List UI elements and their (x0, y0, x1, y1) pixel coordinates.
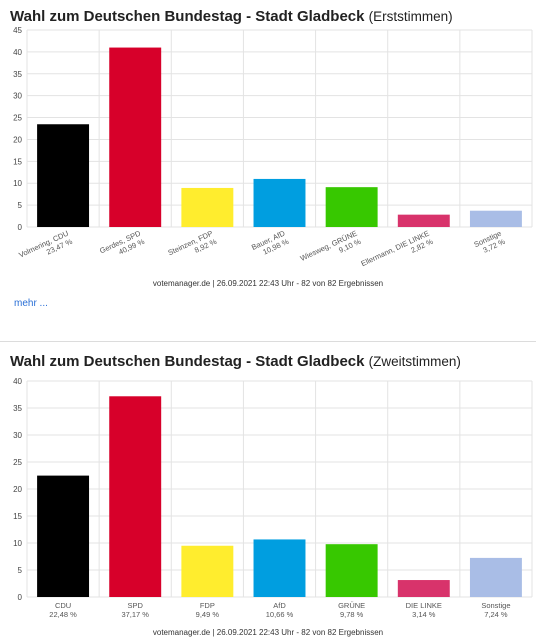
bar-volmering-cdu (37, 124, 90, 227)
value-label: 9,49 % (196, 610, 220, 619)
y-tick-label: 40 (13, 377, 22, 386)
category-label: SPD (128, 601, 144, 610)
y-tick-label: 25 (13, 114, 22, 123)
chart-title: Wahl zum Deutschen Bundestag - Stadt Gla… (10, 8, 453, 25)
y-tick-label: 0 (18, 593, 23, 602)
more-link[interactable]: mehr ... (14, 298, 48, 309)
y-tick-label: 15 (13, 512, 22, 521)
y-tick-label: 5 (18, 566, 23, 575)
value-label: 9,78 % (340, 610, 364, 619)
chart-title-subtitle: (Erststimmen) (368, 9, 453, 24)
chart-title-main: Wahl zum Deutschen Bundestag - Stadt Gla… (10, 353, 365, 370)
y-tick-label: 10 (13, 179, 22, 188)
bar-bauer-afd (253, 178, 306, 227)
y-tick-label: 20 (13, 135, 22, 144)
chart-panel-zweitstimmen: Wahl zum Deutschen Bundestag - Stadt Gla… (0, 341, 536, 641)
y-tick-label: 35 (13, 404, 22, 413)
value-label: 3,14 % (412, 610, 436, 619)
y-tick-label: 35 (13, 70, 22, 79)
y-tick-label: 0 (18, 223, 23, 232)
bar-fdp (181, 545, 234, 597)
chart-title-main: Wahl zum Deutschen Bundestag - Stadt Gla… (10, 8, 365, 25)
bar-steinzen-fdp (181, 187, 234, 227)
chart-footer: votemanager.de | 26.09.2021 22:43 Uhr - … (152, 628, 384, 637)
y-tick-label: 5 (18, 201, 23, 210)
category-label: Sonstige (481, 601, 510, 610)
y-tick-label: 30 (13, 431, 22, 440)
value-label: 7,24 % (484, 610, 508, 619)
bar-spd (109, 396, 162, 597)
category-label: GRÜNE (338, 601, 365, 610)
bar-cdu (37, 475, 90, 597)
bar-gerdes-spd (109, 47, 162, 228)
y-tick-label: 40 (13, 48, 22, 57)
bar-die-linke (397, 580, 450, 597)
chart-title: Wahl zum Deutschen Bundestag - Stadt Gla… (10, 353, 461, 370)
bar-sonstige (469, 557, 522, 597)
bar-wiesweg-grüne (325, 187, 378, 227)
chart-title-subtitle: (Zweitstimmen) (368, 354, 461, 369)
y-tick-label: 25 (13, 458, 22, 467)
category-label: CDU (55, 601, 71, 610)
y-tick-label: 15 (13, 157, 22, 166)
category-label: AfD (273, 601, 286, 610)
category-label: DIE LINKE (406, 601, 442, 610)
bar-ellermann-die-linke (397, 214, 450, 227)
value-label: 37,17 % (121, 610, 149, 619)
bar-sonstige (469, 210, 522, 227)
chart-footer: votemanager.de | 26.09.2021 22:43 Uhr - … (152, 279, 384, 288)
bar-grüne (325, 544, 378, 597)
y-tick-label: 30 (13, 92, 22, 101)
value-label: 22,48 % (49, 610, 77, 619)
chart-panel-erststimmen: Wahl zum Deutschen Bundestag - Stadt Gla… (10, 8, 533, 309)
value-label: 10,66 % (266, 610, 294, 619)
y-tick-label: 10 (13, 539, 22, 548)
category-label: FDP (200, 601, 215, 610)
y-tick-label: 45 (13, 26, 22, 35)
y-tick-label: 20 (13, 485, 22, 494)
bar-afd (253, 539, 306, 597)
